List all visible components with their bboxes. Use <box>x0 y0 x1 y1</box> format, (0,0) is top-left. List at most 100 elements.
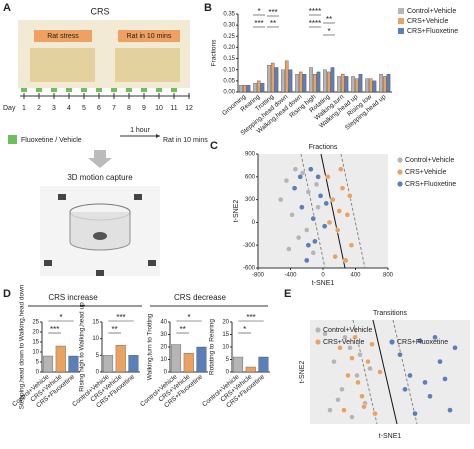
point <box>336 208 343 214</box>
legend-swatch <box>398 8 404 14</box>
point <box>339 386 345 393</box>
bar <box>288 69 293 93</box>
y-tick-label: 20 <box>32 330 39 336</box>
point <box>321 223 328 229</box>
point <box>325 173 331 180</box>
camera <box>58 194 66 200</box>
treatment <box>51 88 57 92</box>
y-tick-label: 15 <box>92 320 99 326</box>
camera <box>96 270 104 276</box>
y-tick-label: 10 <box>160 357 167 363</box>
point <box>322 331 328 337</box>
bar <box>55 345 66 373</box>
margin <box>340 153 366 269</box>
bar <box>260 82 265 93</box>
x-axis-label: t-SNE1 <box>312 280 335 287</box>
point <box>313 181 320 188</box>
legend-swatch <box>398 28 404 34</box>
point <box>286 246 292 252</box>
legend-swatch <box>398 18 404 24</box>
y-tick-label: 0 <box>226 370 230 376</box>
group-label: CRS decrease <box>174 293 227 302</box>
point <box>334 227 341 233</box>
point <box>427 393 433 400</box>
margin <box>300 153 326 269</box>
legend-marker <box>389 339 395 345</box>
day: 10 <box>155 105 163 112</box>
legend-label: Control+Vehicle <box>407 8 456 15</box>
significance: * <box>257 7 260 16</box>
panel-label: C <box>210 140 218 152</box>
y-tick-label: -600 <box>243 266 256 272</box>
bar <box>115 345 126 373</box>
y-tick-label: 900 <box>245 152 256 158</box>
boundary <box>372 319 398 425</box>
legend-label: CRS+Fluoxetine <box>407 28 458 35</box>
bar <box>326 71 331 93</box>
significance: * <box>187 313 190 322</box>
box-label: Rat in 10 mins <box>127 33 172 40</box>
y-tick-label: 5 <box>226 357 230 363</box>
y-tick-label: 300 <box>245 197 256 203</box>
day: 2 <box>37 105 41 112</box>
point <box>369 341 375 348</box>
y-tick-label: 5 <box>96 353 100 359</box>
y-tick-label: 30 <box>160 332 167 338</box>
panel-label: B <box>204 2 212 14</box>
down-arrow <box>88 150 112 168</box>
legend-label: CRS+Fluoxetine <box>405 181 456 188</box>
bar <box>316 71 321 93</box>
bar <box>302 74 307 93</box>
rat <box>93 232 107 240</box>
legend-label: CRS+Vehicle <box>407 18 449 25</box>
bar <box>354 78 359 93</box>
significance: ** <box>270 19 276 28</box>
y-tick-label: 0 <box>36 370 40 376</box>
point <box>305 242 312 248</box>
day: 4 <box>67 105 71 112</box>
y-tick-label: 15 <box>32 340 39 346</box>
margin <box>392 319 418 425</box>
day: 7 <box>112 105 116 112</box>
y-tick-label: 0 <box>164 370 168 376</box>
point <box>365 358 371 365</box>
panel-label: E <box>284 288 291 300</box>
bar <box>128 355 139 373</box>
point <box>447 407 453 413</box>
x-tick-label: 800 <box>383 273 394 279</box>
point <box>349 355 355 361</box>
point <box>329 196 336 203</box>
point <box>407 372 413 379</box>
bar <box>368 78 373 93</box>
point <box>303 227 310 233</box>
bar <box>340 74 345 93</box>
y-axis-label: Walking,turn to Trotting <box>147 313 154 380</box>
significance: *** <box>50 325 59 334</box>
point <box>345 372 351 379</box>
point <box>348 242 355 248</box>
y-tick-label: 10 <box>222 345 229 351</box>
cylinder <box>69 212 131 251</box>
bar <box>103 355 114 373</box>
point <box>305 189 312 195</box>
point <box>332 253 338 260</box>
panel-label: A <box>3 2 11 14</box>
bar <box>171 344 182 373</box>
point <box>292 166 299 172</box>
y-tick-label: -300 <box>243 243 256 249</box>
y-tick-label: 600 <box>245 174 256 180</box>
x-axis-label: t-SNE1 <box>379 433 402 440</box>
bar <box>43 355 54 373</box>
x-tick-label: 0 <box>321 273 325 279</box>
bar <box>309 67 313 93</box>
bar <box>270 62 275 93</box>
y-axis-label: t-SNE2 <box>233 200 240 223</box>
legend-label: CRS+Fluoxetine <box>397 339 448 346</box>
significance: *** <box>254 19 263 28</box>
box <box>34 30 92 42</box>
panel-label: D <box>3 288 11 300</box>
point <box>303 257 310 264</box>
point <box>342 334 348 341</box>
day: 1 <box>22 105 26 112</box>
